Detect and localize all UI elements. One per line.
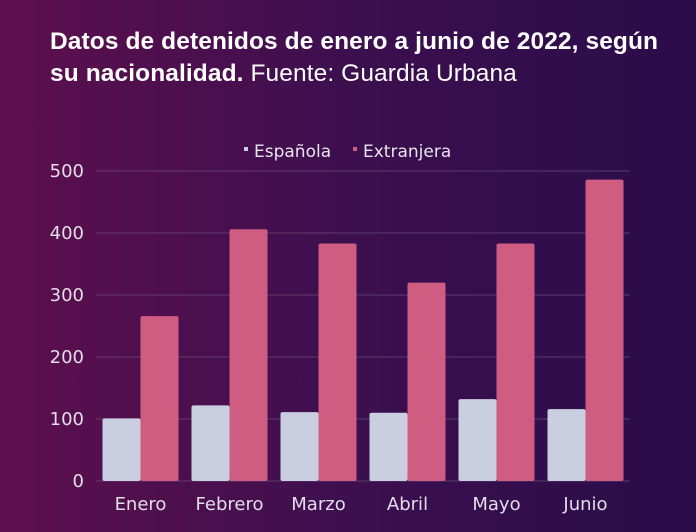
chart-source: Fuente: Guardia Urbana	[250, 60, 517, 87]
legend: Española Extranjera	[244, 142, 451, 162]
bars	[102, 179, 624, 481]
legend-extranjera: Extranjera	[353, 142, 451, 162]
y-tick-label: 0	[73, 471, 84, 492]
y-tick-label: 500	[50, 161, 84, 182]
y-tick-label: 300	[50, 285, 84, 306]
x-tick-label: Enero	[115, 494, 167, 515]
bar-extranjera-enero	[140, 316, 179, 481]
legend-swatch	[353, 147, 357, 151]
chart-title-main: Datos de detenidos de enero a junio de 2…	[50, 28, 659, 87]
x-tick-label: Marzo	[291, 494, 345, 515]
legend-espanola: Española	[244, 142, 331, 162]
y-tick-label: 100	[50, 409, 84, 430]
x-axis-ticks: Enero Febrero Marzo Abril Mayo Junio	[115, 494, 608, 515]
x-tick-label: Mayo	[472, 494, 520, 515]
bar-extranjera-febrero	[229, 229, 268, 481]
bar-espanola-enero	[102, 418, 141, 481]
bar-extranjera-marzo	[318, 243, 357, 481]
bar-espanola-mayo	[458, 399, 497, 481]
bar-extranjera-junio	[585, 179, 624, 481]
x-tick-label: Febrero	[196, 494, 264, 515]
bar-extranjera-abril	[407, 282, 446, 481]
y-tick-label: 200	[50, 347, 84, 368]
y-tick-label: 400	[50, 223, 84, 244]
legend-label: Extranjera	[363, 142, 451, 162]
bar-extranjera-mayo	[496, 243, 535, 481]
bar-espanola-junio	[547, 409, 586, 481]
bar-espanola-febrero	[191, 405, 230, 481]
bar-espanola-abril	[369, 412, 408, 481]
bar-espanola-marzo	[280, 412, 319, 481]
x-tick-label: Abril	[387, 494, 428, 515]
legend-label: Española	[254, 142, 331, 162]
grid-lines	[96, 170, 630, 482]
x-tick-label: Junio	[562, 494, 607, 515]
legend-swatch	[244, 147, 248, 151]
chart-title: Datos de detenidos de enero a junio de 2…	[50, 26, 680, 90]
y-axis-ticks: 0 100 200 300 400 500	[50, 161, 84, 492]
